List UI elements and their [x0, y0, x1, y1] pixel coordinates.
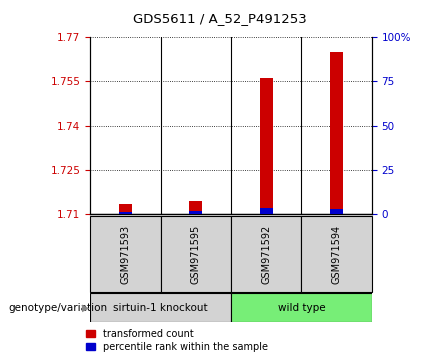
Text: GSM971593: GSM971593: [121, 224, 130, 284]
Bar: [330, 52, 343, 214]
Bar: [119, 204, 132, 214]
Bar: [90, 216, 161, 292]
Bar: [231, 216, 301, 292]
Bar: [119, 211, 132, 214]
Bar: [90, 293, 231, 322]
Text: GSM971595: GSM971595: [191, 224, 201, 284]
Text: ▶: ▶: [82, 303, 90, 313]
Text: GSM971594: GSM971594: [332, 224, 341, 284]
Text: GDS5611 / A_52_P491253: GDS5611 / A_52_P491253: [133, 12, 307, 25]
Bar: [231, 293, 372, 322]
Bar: [190, 211, 202, 214]
Legend: transformed count, percentile rank within the sample: transformed count, percentile rank withi…: [86, 329, 268, 352]
Bar: [161, 216, 231, 292]
Bar: [260, 79, 272, 214]
Bar: [301, 216, 372, 292]
Text: genotype/variation: genotype/variation: [9, 303, 108, 313]
Text: wild type: wild type: [278, 303, 325, 313]
Text: sirtuin-1 knockout: sirtuin-1 knockout: [113, 303, 208, 313]
Text: GSM971592: GSM971592: [261, 224, 271, 284]
Bar: [330, 209, 343, 214]
Bar: [260, 208, 272, 214]
Bar: [190, 201, 202, 214]
